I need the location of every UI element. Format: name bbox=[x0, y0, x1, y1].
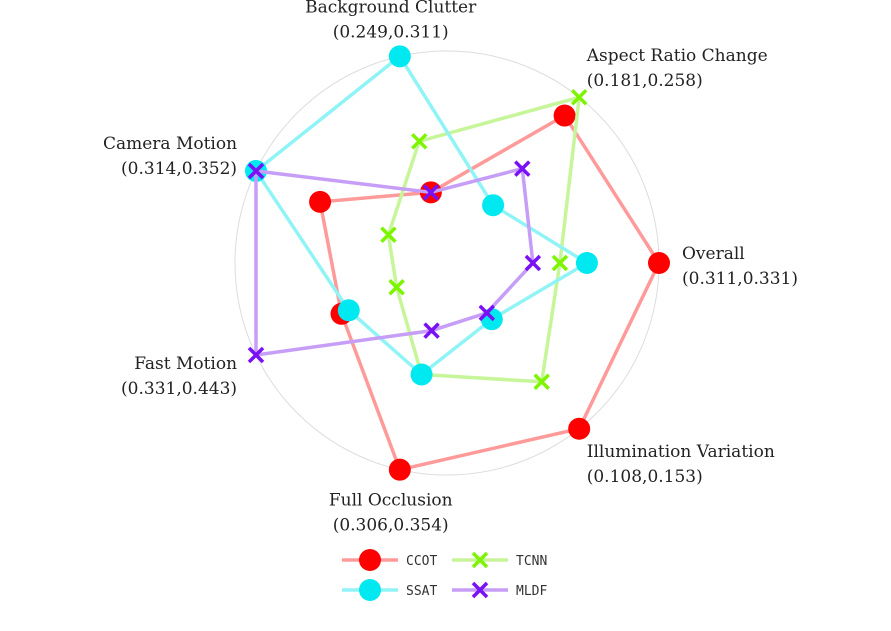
point-mldf-camera-motion bbox=[247, 162, 265, 180]
point-mldf-illumination-variation bbox=[478, 304, 496, 322]
point-tcnn-background-clutter bbox=[410, 133, 428, 150]
series-mldf bbox=[247, 160, 542, 364]
point-tcnn-aspect-ratio-change bbox=[570, 89, 588, 106]
point-mldf-full-occlusion bbox=[423, 322, 440, 339]
axis-labels: Overall (0.311,0.331) Aspect Ratio Change (… bbox=[103, 0, 798, 536]
legend-marker-ccot bbox=[359, 549, 381, 571]
legend-marker-tcnn bbox=[471, 551, 489, 569]
axis-label-background-clutter: Background Clutter bbox=[305, 0, 477, 17]
axis-label-overall: Overall bbox=[682, 244, 745, 264]
axis-range-aspect-ratio-change: (0.181,0.258) bbox=[587, 71, 703, 91]
point-mldf-background-clutter bbox=[422, 184, 440, 201]
legend-item-tcnn: TCNN bbox=[452, 551, 547, 569]
point-ccot-full-occlusion bbox=[388, 458, 411, 481]
series-line-ccot bbox=[318, 113, 662, 472]
legend-label-mldf: MLDF bbox=[516, 584, 547, 599]
point-tcnn-fast-motion bbox=[388, 279, 405, 296]
legend-item-ssat: SSAT bbox=[342, 579, 437, 601]
series-line-ssat bbox=[253, 53, 591, 377]
point-ssat-full-occlusion bbox=[410, 363, 433, 386]
series-ccot bbox=[309, 104, 670, 481]
axis-label-illumination-variation: Illumination Variation bbox=[587, 442, 775, 462]
legend-marker-mldf bbox=[471, 581, 489, 599]
legend: CCOT TCNN SSAT MLDF bbox=[342, 549, 547, 601]
point-tcnn-overall bbox=[551, 254, 569, 272]
axis-range-overall: (0.311,0.331) bbox=[682, 269, 798, 289]
point-ssat-aspect-ratio-change bbox=[482, 194, 505, 217]
axis-label-aspect-ratio-change: Aspect Ratio Change bbox=[586, 46, 768, 66]
axis-range-fast-motion: (0.331,0.443) bbox=[121, 379, 237, 399]
point-ccot-camera-motion bbox=[309, 190, 332, 213]
point-ssat-overall bbox=[575, 252, 598, 274]
series-line-tcnn bbox=[386, 94, 582, 384]
point-ssat-background-clutter bbox=[388, 45, 411, 68]
axis-range-background-clutter: (0.249,0.311) bbox=[333, 22, 449, 42]
legend-label-ccot: CCOT bbox=[406, 554, 437, 569]
legend-label-tcnn: TCNN bbox=[516, 554, 547, 569]
axis-label-full-occlusion: Full Occlusion bbox=[329, 491, 453, 511]
point-ccot-aspect-ratio-change bbox=[553, 104, 576, 127]
point-mldf-overall bbox=[524, 254, 542, 272]
point-tcnn-illumination-variation bbox=[533, 373, 550, 391]
point-ssat-fast-motion bbox=[337, 299, 360, 322]
series-tcnn bbox=[380, 89, 588, 391]
point-ccot-overall bbox=[648, 252, 670, 274]
point-tcnn-camera-motion bbox=[380, 226, 397, 244]
legend-marker-ssat bbox=[359, 579, 381, 601]
point-ccot-illumination-variation bbox=[568, 417, 591, 440]
point-mldf-aspect-ratio-change bbox=[514, 160, 531, 177]
series-layer bbox=[244, 45, 670, 481]
legend-label-ssat: SSAT bbox=[406, 584, 437, 599]
series-ssat bbox=[244, 45, 598, 386]
axis-range-illumination-variation: (0.108,0.153) bbox=[587, 467, 703, 487]
axis-label-fast-motion: Fast Motion bbox=[134, 354, 237, 374]
legend-item-mldf: MLDF bbox=[452, 581, 547, 599]
axis-range-camera-motion: (0.314,0.352) bbox=[121, 159, 237, 179]
axis-range-full-occlusion: (0.306,0.354) bbox=[333, 516, 449, 536]
point-mldf-fast-motion bbox=[247, 346, 265, 364]
axis-label-camera-motion: Camera Motion bbox=[103, 134, 237, 154]
legend-item-ccot: CCOT bbox=[342, 549, 437, 571]
series-line-mldf bbox=[254, 166, 535, 358]
